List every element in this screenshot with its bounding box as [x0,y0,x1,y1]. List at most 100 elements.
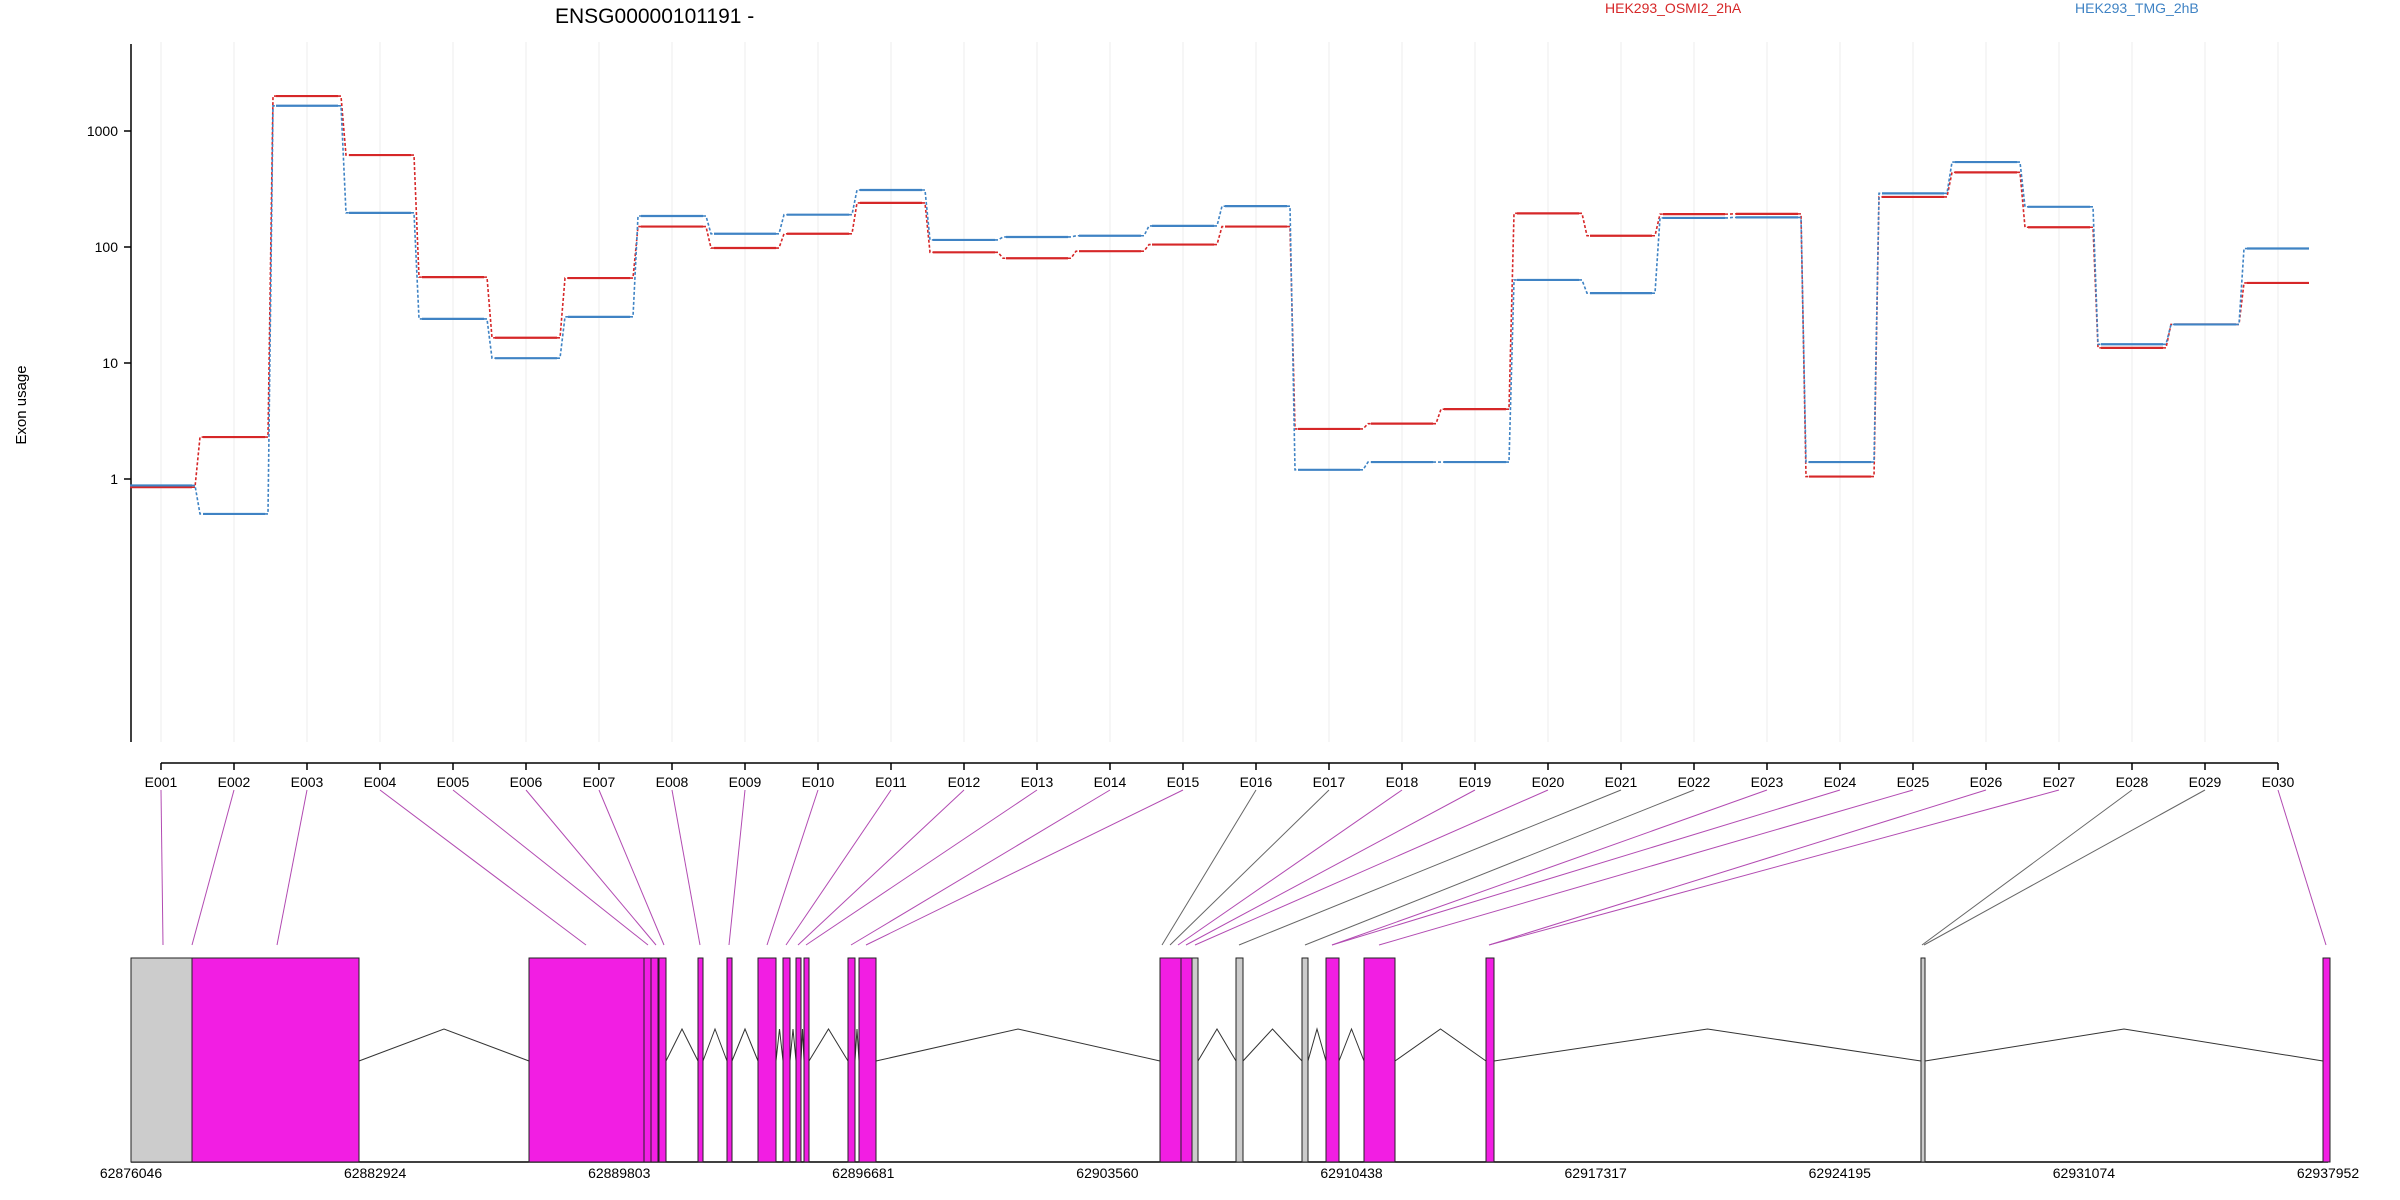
gene-model: 62876046 62882924 62889803 62896681 62903560… [100,957,2360,1181]
genomic-coordinate-label: 62910438 [1320,1165,1383,1181]
intron-line [808,1028,849,1062]
data-connector [1287,225,1298,430]
data-connector [2017,171,2028,229]
genomic-coordinate-label: 62889803 [588,1165,651,1181]
exon-block [191,957,360,1163]
x-tick-label: E023 [1751,774,1784,790]
intron-line [1338,1027,1365,1062]
x-tick-label: E017 [1313,774,1346,790]
data-connector [1360,461,1371,471]
x-tick-label: E002 [218,774,251,790]
data-connector [557,277,568,339]
data-connector [1506,212,1517,410]
data-connector [1579,279,1590,294]
genomic-coordinate-label: 62896681 [832,1165,895,1181]
exon-block [1159,957,1182,1163]
genomic-coordinate-label: 62937952 [2297,1165,2360,1181]
data-connector [192,436,203,488]
exon-connector [728,789,746,946]
exon-block [1235,957,1244,1163]
intron-line [1242,1028,1303,1062]
x-tick-label: E024 [1824,774,1857,790]
intron-line [789,1028,797,1062]
x-tick-label: E029 [2189,774,2222,790]
x-tick-label: E028 [2116,774,2149,790]
exon-connector [1331,789,1768,946]
data-connector [2017,161,2028,208]
exon-block [795,957,802,1163]
genomic-coordinate-label: 62876046 [100,1165,163,1181]
x-tick-label: E026 [1970,774,2003,790]
data-connector [849,189,860,216]
data-connector [1871,196,1882,478]
exon-connector [797,789,965,946]
genomic-coordinate-label: 62882924 [344,1165,407,1181]
exon-block [650,957,659,1163]
exon-connector [1378,789,1914,946]
exon-block [2322,957,2331,1163]
data-connector [922,189,933,241]
exon-block [658,957,667,1163]
data-connector [265,104,276,515]
data-connector [2090,226,2101,349]
exon-block [697,957,704,1163]
x-tick-label: E020 [1532,774,1565,790]
exon-connector [805,789,1038,946]
x-tick-label: E011 [875,774,907,790]
data-connector [1068,234,1079,238]
exon-block [858,957,877,1163]
exon-connector [1488,789,1987,946]
data-connector [1287,205,1298,471]
data-connector [1579,212,1590,237]
exon-connector [671,789,701,946]
grid-lines [160,42,2279,742]
intron-line [358,1028,530,1062]
chart-title: ENSG00000101191 - [555,5,754,28]
y-tick-label: 100 [95,239,119,255]
data-connector [2163,323,2174,346]
exon-connector [1177,789,1403,946]
data-connector [1068,250,1079,260]
data-connector [1506,279,1517,463]
exon-connector [276,789,308,946]
data-connector [995,236,1006,241]
exon-connector [598,789,665,946]
exon-connector [2277,789,2327,946]
data-connector [630,215,641,318]
intron-line [1493,1028,1922,1062]
exon-block [1325,957,1340,1163]
data-connector [1652,213,1663,237]
data-connector [265,95,276,438]
exon-block [1485,957,1495,1163]
x-tick-label: E004 [364,774,397,790]
data-connector [1798,213,1809,478]
legend-entry-tmg: HEK293_TMG_2hB [2075,0,2199,16]
x-tick-label: E001 [145,774,178,790]
legend-entry-osmi2: HEK293_OSMI2_2hA [1605,0,1742,16]
exon-connectors [160,789,2327,946]
data-connector [1798,216,1809,463]
x-tick-label: E006 [510,774,543,790]
intron-line [1197,1028,1237,1062]
exon-connector [785,789,892,946]
exon-connector [1921,789,2133,946]
data-connector [1944,161,1955,195]
data-connector [776,213,787,235]
data-connector [703,215,714,235]
intron-line [1924,1028,2324,1062]
genomic-coordinate-label: 62917317 [1565,1165,1628,1181]
data-connector [1944,171,1955,198]
intron-line [702,1027,728,1062]
exon-connector [452,789,649,946]
exon-block [1920,957,1926,1163]
intron-line [875,1028,1161,1062]
data-connector [1214,225,1225,246]
exon-connector [850,789,1111,946]
x-tick-label: E005 [437,774,470,790]
axes: 1 10 100 1000 E001 E002 E003 E004 E005 E006 E007 E0… [87,44,2295,790]
exon-block [782,957,791,1163]
x-tick-label: E009 [729,774,762,790]
data-connector [484,276,495,339]
exon-block [1180,957,1193,1163]
